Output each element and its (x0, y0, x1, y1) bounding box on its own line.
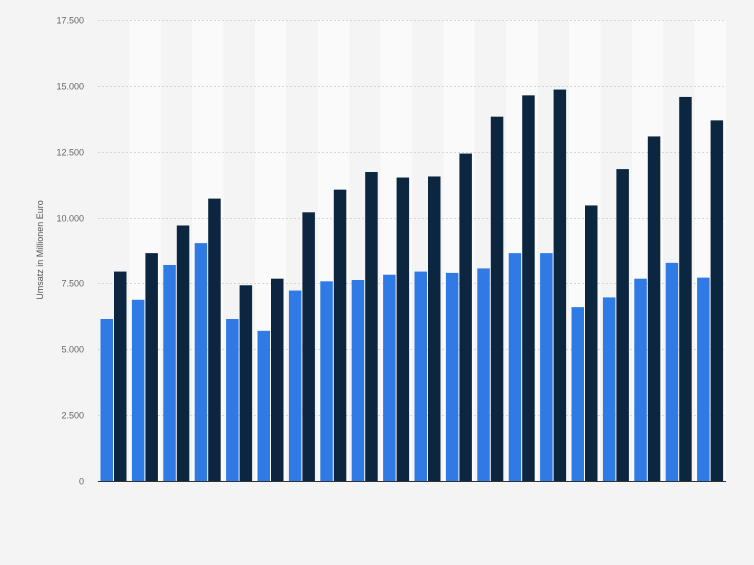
bar-series-2 (239, 285, 253, 481)
bar-series-1 (665, 262, 679, 481)
bar-series-1 (540, 253, 553, 481)
bar-series-2 (710, 120, 724, 482)
bar-series-1 (351, 280, 365, 481)
bars (100, 89, 724, 482)
bar-series-1 (571, 307, 584, 481)
y-tick-label: 12.500 (56, 148, 84, 158)
bar-series-2 (396, 177, 410, 482)
bar-series-2 (271, 278, 284, 481)
bar-series-2 (114, 271, 127, 481)
bar-series-2 (145, 253, 158, 481)
bar-series-1 (163, 264, 176, 481)
y-tick-label: 0 (79, 477, 84, 487)
bar-series-2 (428, 176, 441, 482)
bar-series-1 (414, 271, 427, 481)
bar-series-1 (477, 268, 490, 481)
bar-series-1 (697, 277, 710, 481)
bar-series-1 (288, 290, 302, 481)
bar-series-1 (194, 243, 208, 481)
bar-series-2 (176, 225, 190, 481)
y-tick-label: 10.000 (56, 214, 84, 224)
bar-series-1 (226, 318, 239, 481)
bar-series-2 (490, 116, 504, 481)
bar-series-2 (553, 89, 567, 482)
bar-series-1 (508, 253, 522, 481)
bar-series-2 (365, 171, 378, 481)
bar-series-2 (585, 205, 598, 481)
bar-series-2 (333, 189, 347, 481)
y-axis-label: Umsatz in Millionen Euro (35, 200, 45, 300)
bar-series-2 (679, 96, 692, 481)
bar-series-1 (131, 299, 145, 481)
y-tick-label: 7.500 (61, 279, 84, 289)
bar-series-1 (634, 278, 647, 481)
bar-series-1 (100, 318, 113, 481)
bar-series-2 (302, 212, 315, 481)
bar-series-1 (602, 297, 616, 481)
y-tick-label: 15.000 (56, 82, 84, 92)
y-tick-label: 5.000 (61, 345, 84, 355)
bar-series-1 (445, 272, 459, 481)
bar-series-2 (522, 95, 535, 481)
bar-series-2 (459, 153, 472, 481)
bar-series-1 (383, 274, 396, 481)
bar-series-1 (257, 330, 270, 481)
y-tick-label: 2.500 (61, 411, 84, 421)
y-tick-label: 17.500 (56, 16, 84, 26)
y-axis-ticks: 0 2.500 5.000 7.500 10.000 12.500 15.000 17.500 (56, 16, 84, 487)
bar-series-2 (208, 198, 221, 482)
bar-series-1 (320, 281, 333, 481)
bar-series-2 (616, 169, 629, 481)
bar-series-2 (647, 136, 661, 481)
